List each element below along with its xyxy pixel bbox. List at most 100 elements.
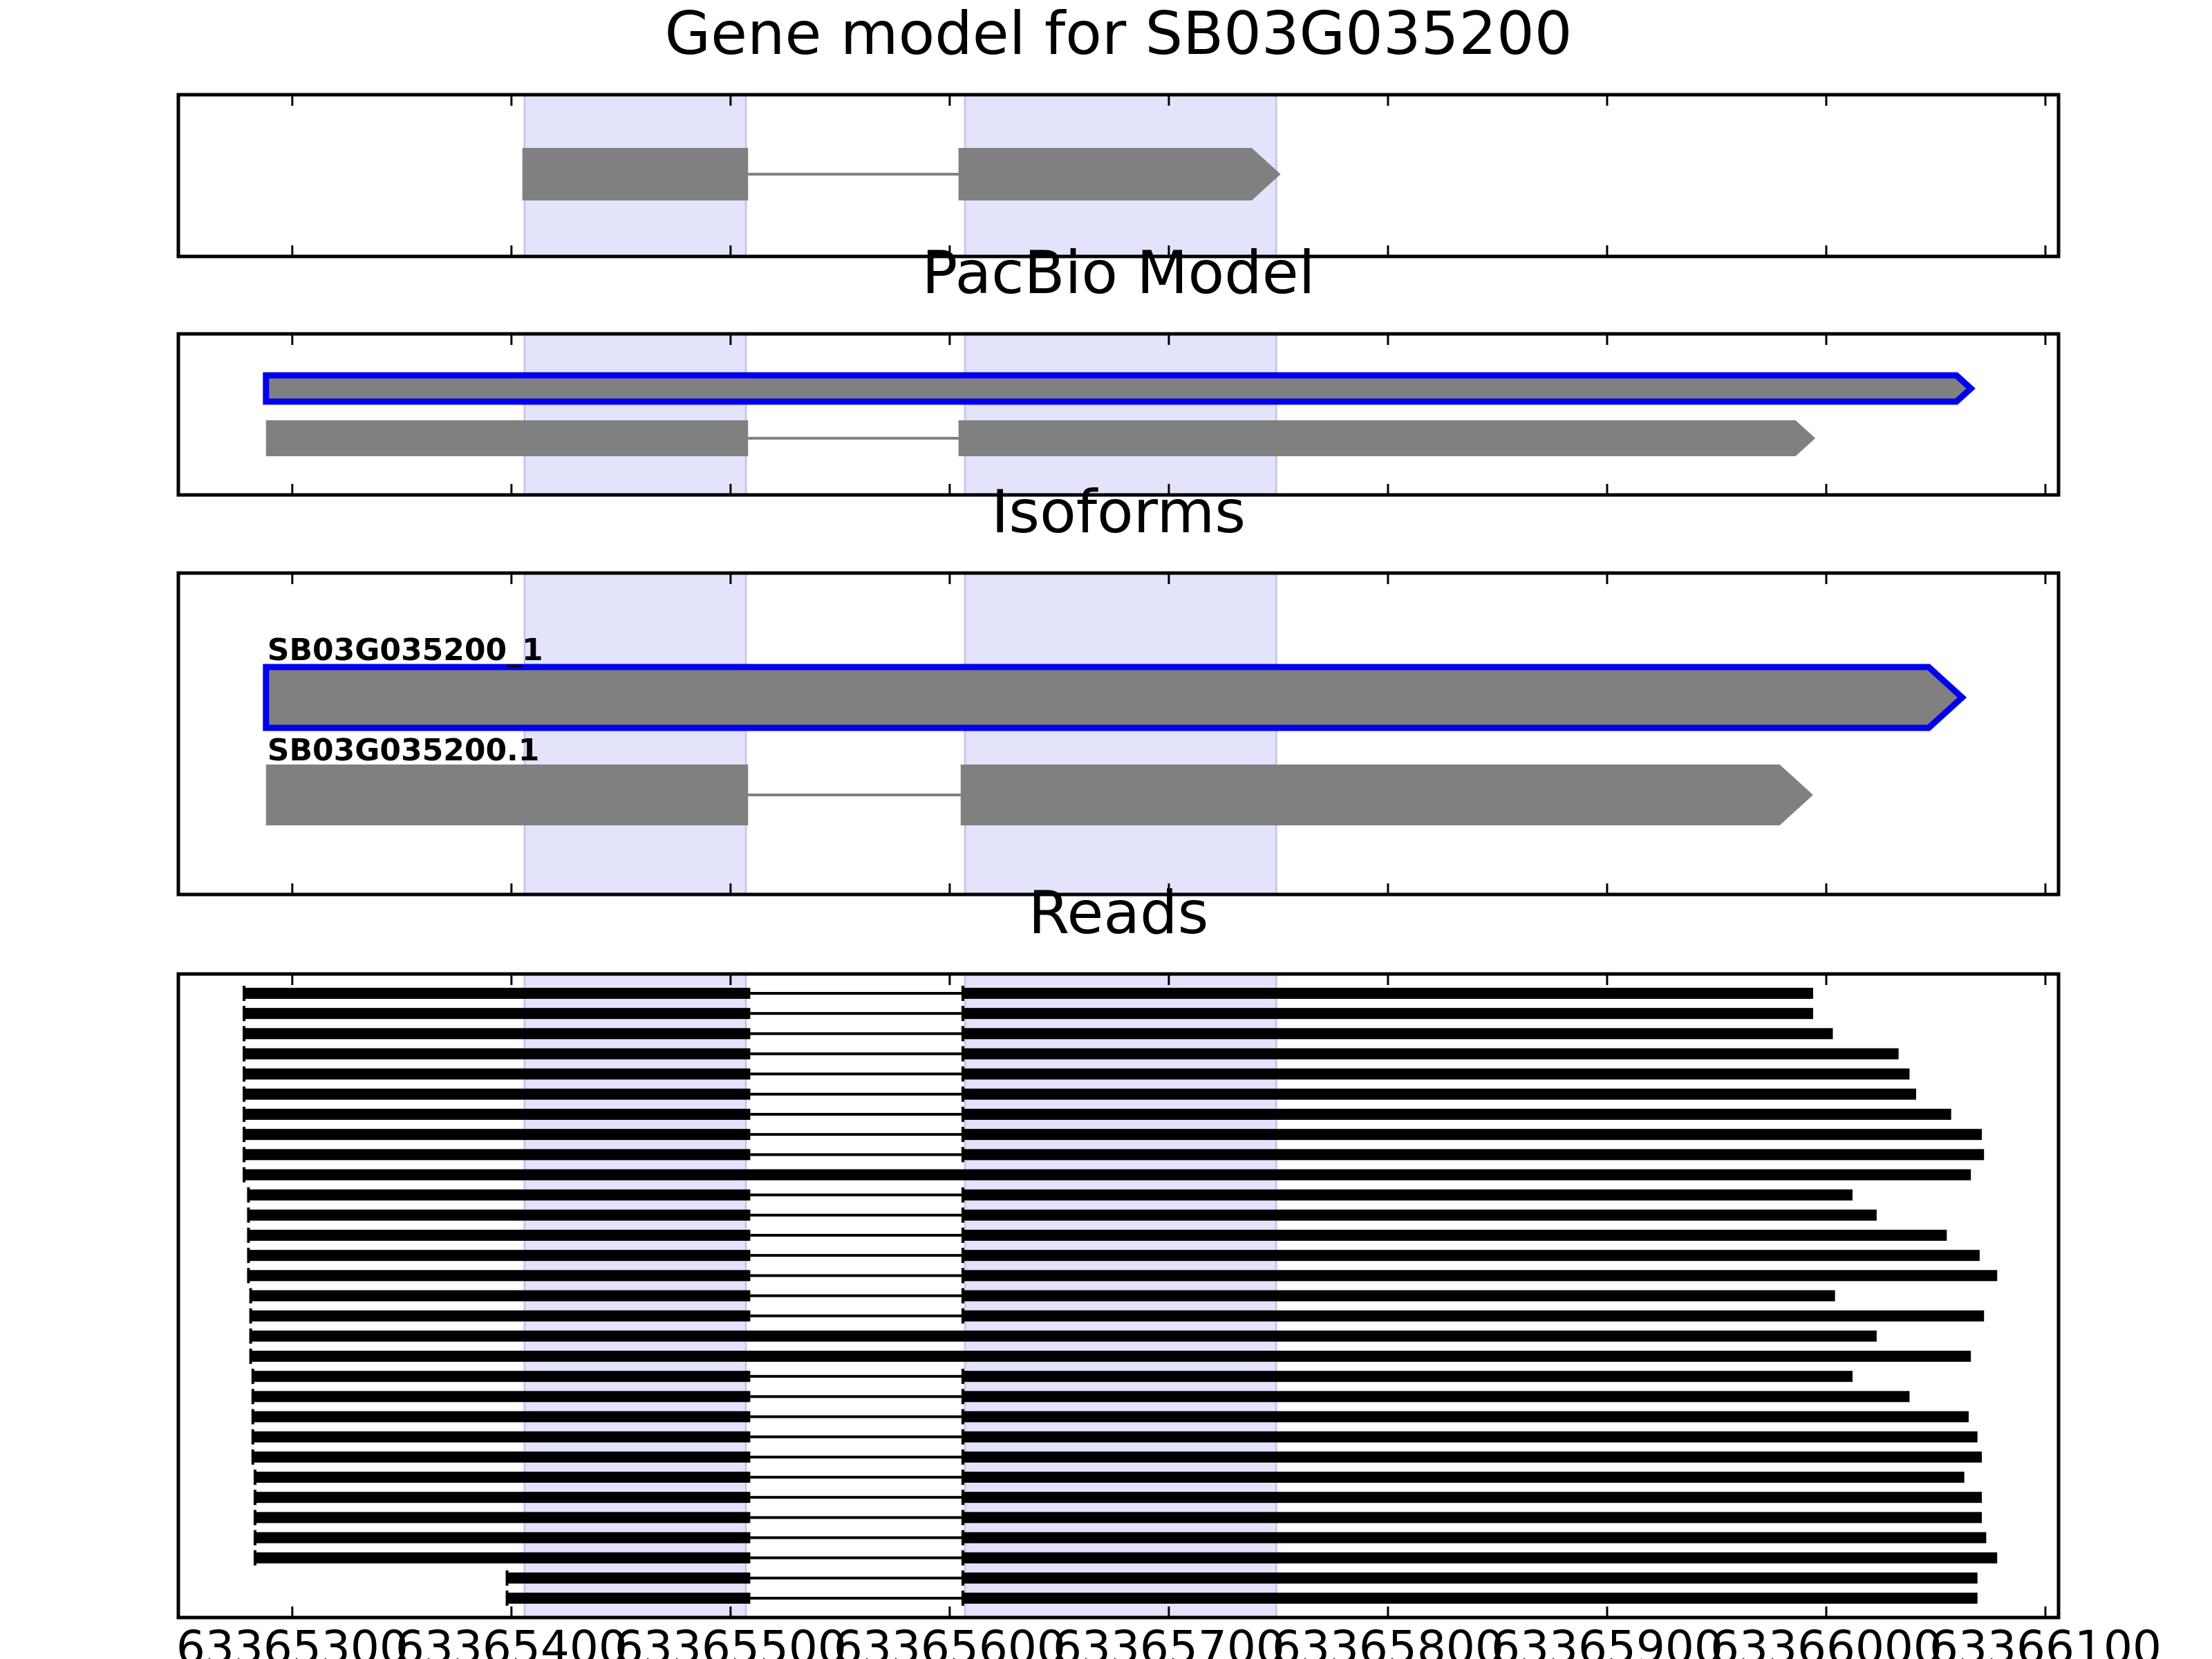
read-block: [962, 1189, 1853, 1201]
panel-2: SB03G035200_1 SB03G035200.1 Isoforms: [176, 478, 2061, 897]
x-tick-label: 63365900: [1491, 1621, 1723, 1659]
read-block: [962, 988, 1813, 999]
read-row: [247, 1207, 1877, 1223]
read-block: [244, 1169, 1971, 1181]
gene-track: [265, 420, 1816, 456]
read-block: [962, 1512, 1983, 1524]
panel-0: Gene model for SB03G035200: [176, 0, 2061, 259]
axes-frame: [176, 571, 2061, 897]
read-block: [254, 1512, 751, 1524]
read-block: [962, 1593, 1978, 1604]
read-block: [254, 1492, 751, 1503]
read-row: [253, 1550, 1998, 1566]
read-block: [962, 1572, 1978, 1584]
read-row: [247, 1268, 1998, 1284]
read-block: [962, 1149, 1985, 1161]
read-block: [244, 1068, 751, 1080]
read-block: [252, 1431, 751, 1443]
read-block: [248, 1189, 751, 1201]
gene-track: [522, 148, 1281, 200]
read-block: [962, 1310, 1985, 1322]
read-block: [962, 1290, 1835, 1302]
read-block: [250, 1290, 751, 1302]
highlight-region: [964, 572, 1277, 896]
read-row: [243, 1107, 1951, 1122]
isoform-label: SB03G035200.1: [268, 733, 540, 768]
read-row: [243, 1046, 1899, 1062]
read-block: [244, 1008, 751, 1020]
read-block: [962, 1451, 1983, 1463]
read-block: [244, 1048, 751, 1060]
read-block: [254, 1532, 751, 1544]
read-block: [250, 1310, 751, 1322]
read-block: [252, 1451, 751, 1463]
read-block: [962, 1492, 1983, 1503]
read-row: [249, 1328, 1877, 1344]
read-block: [254, 1472, 751, 1483]
exon-block: [265, 765, 749, 825]
panels-group: Gene model for SB03G035200 PacBio Model SB…: [176, 0, 2162, 1659]
highlight-region: [523, 332, 747, 496]
read-row: [253, 1470, 1965, 1485]
read-block: [962, 1411, 1969, 1423]
x-tick-label: 63366000: [1710, 1621, 1942, 1659]
read-row: [247, 1228, 1947, 1243]
read-block: [507, 1572, 751, 1584]
read-block: [962, 1109, 1951, 1120]
read-block: [962, 1472, 1965, 1483]
read-block: [962, 1129, 1983, 1141]
exon-block: [522, 148, 749, 200]
read-row: [253, 1510, 1983, 1526]
gene-track: [265, 765, 1813, 825]
read-block: [962, 1209, 1877, 1221]
read-block: [244, 1088, 751, 1100]
highlight-region: [523, 572, 747, 896]
read-row: [243, 1147, 1985, 1163]
read-block: [962, 1068, 1910, 1080]
read-block: [244, 1129, 751, 1141]
read-block: [962, 1532, 1987, 1544]
axes-frame: [176, 93, 2061, 259]
read-block: [244, 1109, 751, 1120]
read-block: [248, 1250, 751, 1262]
read-row: [253, 1530, 1987, 1546]
read-row: [251, 1449, 1983, 1465]
read-block: [244, 1028, 751, 1040]
axes-frame: [176, 332, 2061, 497]
panel-title: Gene model for SB03G035200: [665, 0, 1573, 68]
read-row: [251, 1369, 1853, 1385]
read-block: [248, 1270, 751, 1282]
x-tick-label: 63366100: [1929, 1621, 2162, 1659]
isoform-label: SB03G035200_1: [268, 632, 543, 668]
read-row: [247, 1248, 1980, 1264]
exon-block: [958, 148, 1281, 200]
exon-block: [263, 664, 1967, 731]
read-block: [244, 1149, 751, 1161]
exon-block: [265, 420, 749, 456]
read-row: [251, 1409, 1969, 1425]
highlight-region: [964, 332, 1277, 496]
read-block: [252, 1391, 751, 1403]
read-block: [248, 1209, 751, 1221]
read-row: [243, 1006, 1813, 1022]
read-row: [505, 1570, 1978, 1586]
exon-block: [958, 420, 1816, 456]
read-row: [243, 1066, 1910, 1082]
read-block: [962, 1391, 1910, 1403]
read-block: [962, 1230, 1947, 1241]
x-tick-label: 63365300: [176, 1621, 409, 1659]
read-block: [962, 1088, 1916, 1100]
panel-title: PacBio Model: [921, 238, 1315, 308]
read-row: [249, 1308, 1985, 1324]
read-row: [249, 1349, 1971, 1364]
read-block: [962, 1028, 1833, 1040]
read-block: [507, 1593, 751, 1604]
read-block: [252, 1371, 751, 1382]
panel-1: PacBio Model: [176, 238, 2061, 497]
read-block: [962, 1250, 1980, 1262]
read-block: [250, 1351, 1971, 1362]
exon-block: [263, 372, 1976, 405]
read-block: [962, 1008, 1813, 1020]
read-row: [243, 986, 1813, 1001]
read-block: [962, 1552, 1998, 1564]
